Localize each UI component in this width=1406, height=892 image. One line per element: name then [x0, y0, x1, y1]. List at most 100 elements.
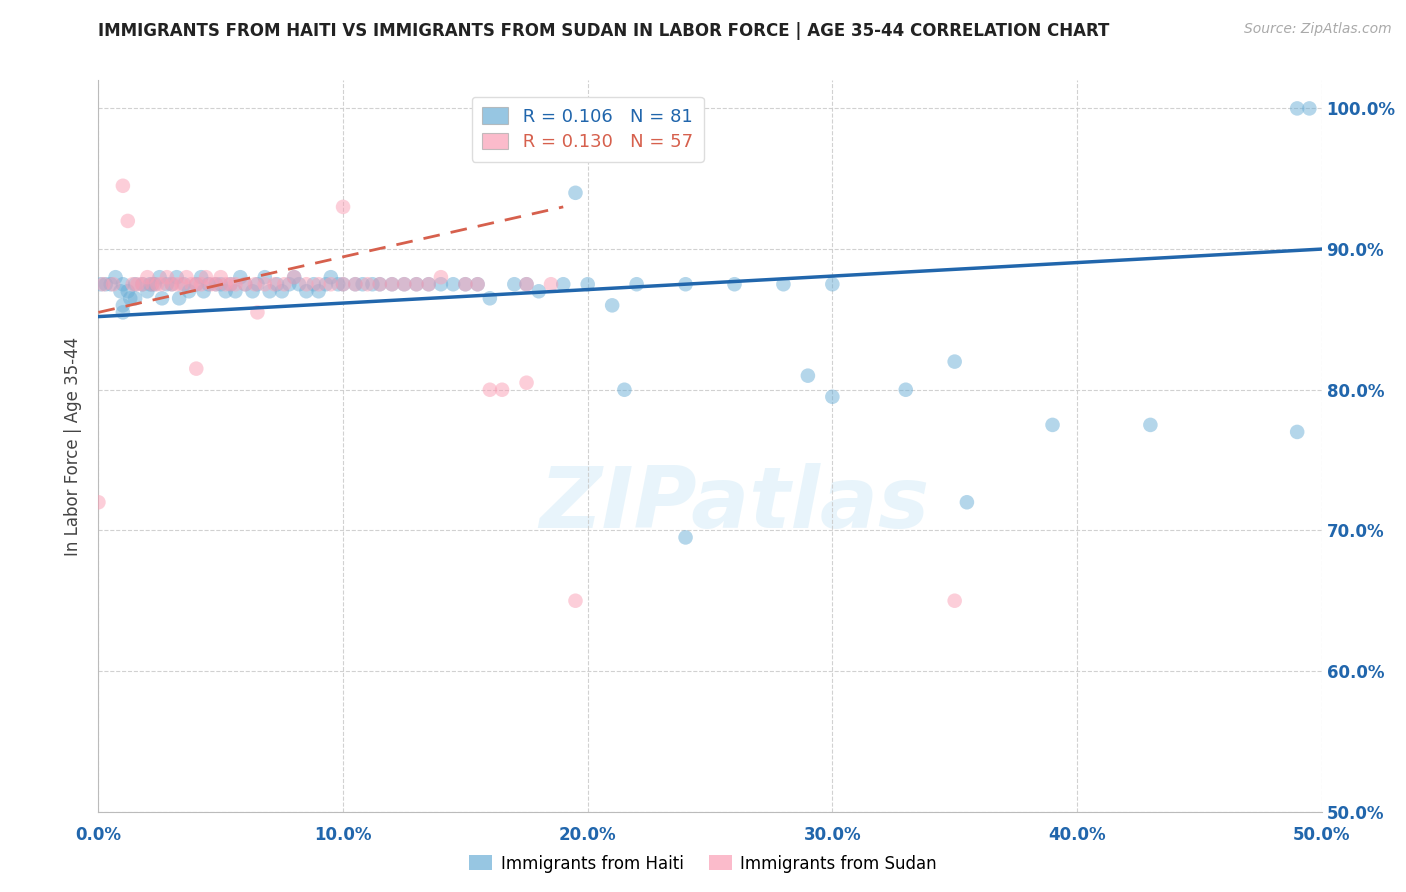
Point	[626, 277, 648, 292]
Point	[131, 277, 153, 292]
Point	[278, 277, 301, 292]
Point	[797, 368, 820, 383]
Point	[564, 186, 586, 200]
Point	[131, 277, 153, 292]
Point	[319, 277, 342, 292]
Point	[205, 277, 228, 292]
Point	[197, 277, 219, 292]
Point	[467, 277, 489, 292]
Point	[156, 277, 179, 292]
Point	[368, 277, 391, 292]
Point	[515, 277, 537, 292]
Point	[576, 277, 599, 292]
Text: 40.0%: 40.0%	[1049, 826, 1105, 845]
Point	[186, 277, 208, 292]
Point	[246, 277, 269, 292]
Point	[295, 285, 318, 299]
Point	[111, 277, 134, 292]
Point	[190, 270, 212, 285]
Point	[723, 277, 745, 292]
Point	[121, 277, 143, 292]
Point	[186, 277, 208, 292]
Text: ZIPatlas: ZIPatlas	[540, 463, 929, 546]
Point	[160, 277, 183, 292]
Text: 20.0%: 20.0%	[560, 826, 616, 845]
Point	[214, 285, 236, 299]
Point	[1286, 425, 1309, 439]
Point	[356, 277, 378, 292]
Point	[675, 277, 697, 292]
Point	[352, 277, 374, 292]
Point	[943, 593, 966, 607]
Point	[943, 354, 966, 368]
Point	[392, 277, 416, 292]
Point	[527, 285, 550, 299]
Point	[1286, 102, 1309, 116]
Point	[288, 277, 311, 292]
Point	[894, 383, 917, 397]
Point	[392, 277, 416, 292]
Point	[150, 291, 173, 305]
Point	[166, 277, 188, 292]
Point	[101, 277, 124, 292]
Text: 0.0%: 0.0%	[76, 826, 121, 845]
Point	[104, 270, 127, 285]
Point	[600, 298, 623, 312]
Point	[150, 277, 173, 292]
Point	[454, 277, 477, 292]
Point	[111, 305, 134, 319]
Point	[176, 270, 198, 285]
Point	[821, 390, 844, 404]
Point	[117, 214, 139, 228]
Point	[381, 277, 404, 292]
Point	[418, 277, 440, 292]
Text: 30.0%: 30.0%	[804, 826, 860, 845]
Point	[332, 200, 354, 214]
Point	[94, 277, 117, 292]
Point	[242, 285, 264, 299]
Point	[540, 277, 562, 292]
Point	[124, 291, 146, 305]
Point	[186, 361, 208, 376]
Point	[190, 277, 212, 292]
Point	[821, 277, 844, 292]
Point	[315, 277, 337, 292]
Point	[295, 277, 318, 292]
Point	[246, 305, 269, 319]
Point	[209, 277, 232, 292]
Y-axis label: In Labor Force | Age 35-44: In Labor Force | Age 35-44	[65, 336, 83, 556]
Point	[233, 277, 256, 292]
Point	[229, 270, 252, 285]
Point	[478, 291, 501, 305]
Point	[219, 277, 242, 292]
Point	[361, 277, 384, 292]
Point	[141, 277, 163, 292]
Point	[243, 277, 266, 292]
Point	[772, 277, 794, 292]
Point	[381, 277, 404, 292]
Text: 10.0%: 10.0%	[315, 826, 371, 845]
Point	[319, 270, 342, 285]
Point	[136, 285, 159, 299]
Point	[233, 277, 256, 292]
Point	[344, 277, 367, 292]
Point	[180, 277, 202, 292]
Point	[302, 277, 325, 292]
Point	[193, 285, 215, 299]
Point	[90, 277, 112, 292]
Point	[91, 277, 114, 292]
Point	[405, 277, 427, 292]
Point	[332, 277, 354, 292]
Point	[263, 277, 285, 292]
Point	[430, 270, 453, 285]
Point	[253, 270, 276, 285]
Point	[553, 277, 575, 292]
Text: 50.0%: 50.0%	[1294, 826, 1350, 845]
Point	[368, 277, 391, 292]
Point	[253, 277, 276, 292]
Point	[111, 178, 134, 193]
Point	[219, 277, 242, 292]
Point	[675, 531, 697, 545]
Point	[1042, 417, 1064, 432]
Point	[328, 277, 350, 292]
